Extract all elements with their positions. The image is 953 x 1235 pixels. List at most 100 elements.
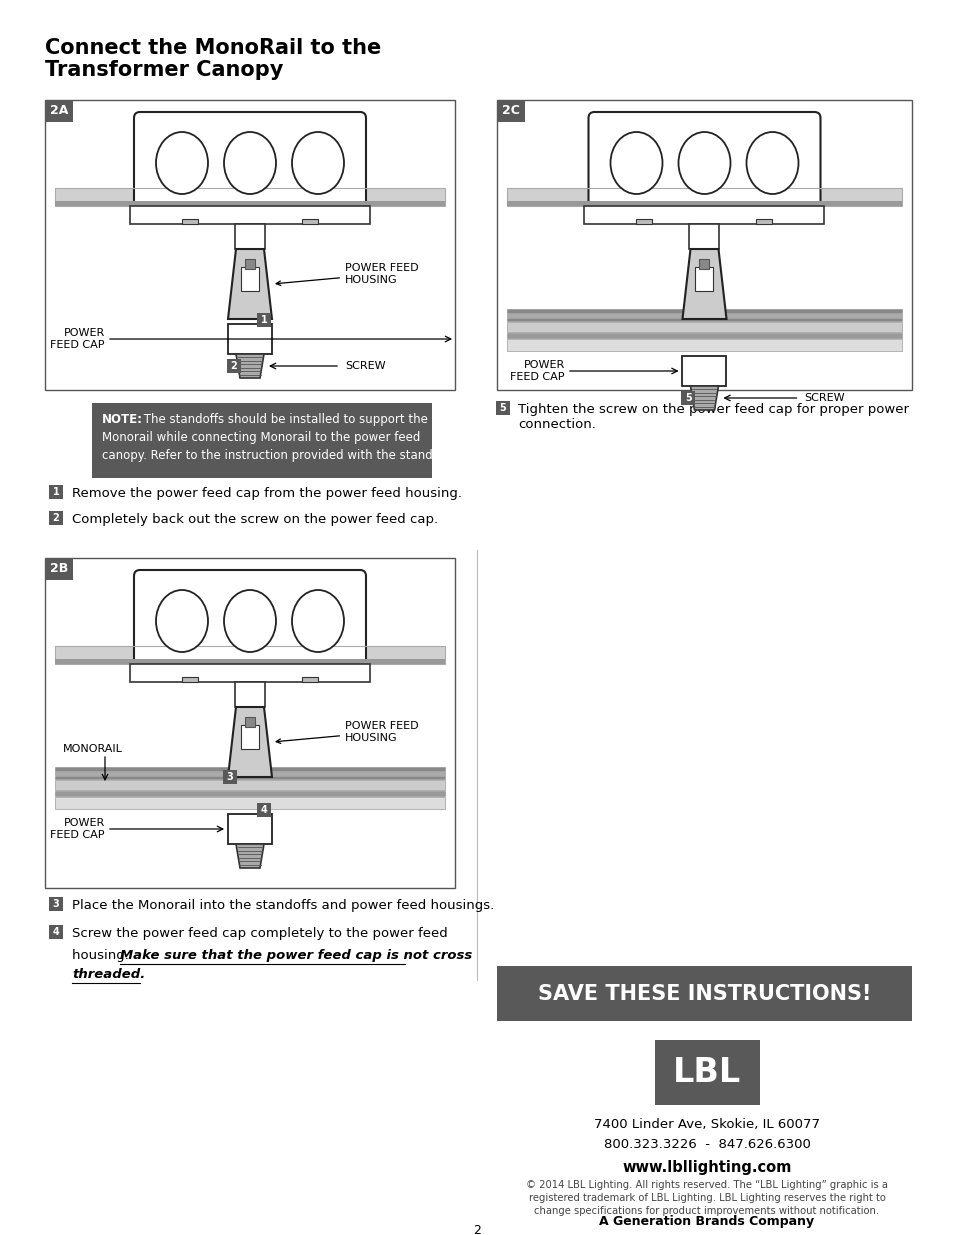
Bar [497, 966, 911, 1021]
Bar [55, 781, 444, 790]
Bar [49, 897, 63, 911]
Polygon shape [690, 387, 718, 410]
Bar [506, 333, 901, 338]
Bar [55, 646, 444, 664]
Text: SAVE THESE INSTRUCTIONS!: SAVE THESE INSTRUCTIONS! [537, 983, 870, 1004]
Text: MONORAIL: MONORAIL [63, 743, 123, 755]
FancyBboxPatch shape [133, 112, 366, 214]
Text: 2B: 2B [50, 562, 68, 576]
Bar [182, 677, 198, 682]
Text: threaded.: threaded. [71, 968, 145, 981]
Text: 1: 1 [52, 487, 59, 496]
Text: 2: 2 [473, 1224, 480, 1235]
Bar [506, 317, 901, 321]
Bar [55, 776, 444, 779]
Text: 2A: 2A [50, 105, 68, 117]
Bar [55, 790, 444, 797]
Text: housing.: housing. [71, 948, 133, 962]
Bar [506, 188, 901, 206]
Bar [45, 100, 455, 390]
Bar [55, 797, 444, 809]
Bar [506, 338, 901, 351]
Polygon shape [235, 844, 264, 868]
Bar [91, 403, 432, 478]
Text: POWER
FEED CAP: POWER FEED CAP [51, 329, 105, 350]
Bar [55, 188, 444, 206]
Bar [506, 201, 901, 206]
Text: canopy. Refer to the instruction provided with the standoffs.: canopy. Refer to the instruction provide… [102, 450, 457, 462]
Text: 2: 2 [52, 513, 59, 522]
Bar [497, 100, 911, 390]
Bar [228, 814, 272, 844]
Text: SCREW: SCREW [803, 393, 844, 403]
Bar [699, 259, 709, 269]
Bar [241, 267, 258, 291]
Text: POWER
FEED CAP: POWER FEED CAP [51, 819, 105, 840]
Text: NOTE:: NOTE: [102, 412, 143, 426]
Bar [55, 188, 444, 206]
Text: 5: 5 [499, 403, 506, 412]
FancyBboxPatch shape [588, 112, 820, 214]
Bar [302, 219, 317, 224]
Bar [655, 1040, 760, 1105]
FancyBboxPatch shape [133, 571, 366, 672]
Text: 3: 3 [52, 899, 59, 909]
Text: Remove the power feed cap from the power feed housing.: Remove the power feed cap from the power… [71, 487, 461, 500]
Text: www.lbllighting.com: www.lbllighting.com [621, 1160, 791, 1174]
Bar [636, 219, 652, 224]
Ellipse shape [224, 132, 275, 194]
Bar [234, 224, 265, 249]
Text: 2C: 2C [501, 105, 519, 117]
Text: SCREW: SCREW [345, 361, 385, 370]
Text: 7400 Linder Ave, Skokie, IL 60077: 7400 Linder Ave, Skokie, IL 60077 [594, 1118, 820, 1131]
Bar [681, 356, 726, 387]
Bar [689, 224, 719, 249]
Bar [55, 772, 444, 776]
Ellipse shape [156, 132, 208, 194]
Bar [496, 401, 510, 415]
Bar [55, 659, 444, 664]
Ellipse shape [678, 132, 730, 194]
Bar [228, 324, 272, 354]
Text: 1: 1 [260, 315, 267, 325]
Bar [45, 100, 73, 122]
Bar [49, 511, 63, 525]
Bar [130, 206, 370, 224]
Text: Make sure that the power feed cap is not cross: Make sure that the power feed cap is not… [120, 948, 472, 962]
Polygon shape [681, 249, 726, 319]
Bar [55, 201, 444, 206]
Bar [182, 219, 198, 224]
Text: Completely back out the screw on the power feed cap.: Completely back out the screw on the pow… [71, 513, 437, 526]
Bar [506, 188, 901, 206]
Ellipse shape [745, 132, 798, 194]
Bar [55, 767, 444, 771]
Bar [256, 803, 271, 818]
Text: 4: 4 [260, 805, 267, 815]
Text: Connect the MonoRail to the: Connect the MonoRail to the [45, 38, 381, 58]
Bar [49, 485, 63, 499]
Bar [49, 925, 63, 939]
Bar [245, 718, 254, 727]
Polygon shape [235, 354, 264, 378]
Text: Monorail while connecting Monorail to the power feed: Monorail while connecting Monorail to th… [102, 431, 420, 445]
Bar [506, 314, 901, 317]
Text: POWER
FEED CAP: POWER FEED CAP [510, 361, 564, 382]
Text: © 2014 LBL Lighting. All rights reserved. The “LBL Lighting” graphic is a
regist: © 2014 LBL Lighting. All rights reserved… [525, 1179, 887, 1216]
Bar [302, 677, 317, 682]
Bar [506, 309, 901, 312]
Bar [695, 267, 713, 291]
Bar [256, 312, 271, 327]
Bar [45, 558, 73, 580]
Text: The standoffs should be installed to support the: The standoffs should be installed to sup… [140, 412, 428, 426]
Bar [756, 219, 772, 224]
Bar [506, 322, 901, 332]
Bar [584, 206, 823, 224]
Text: POWER FEED
HOUSING: POWER FEED HOUSING [275, 263, 418, 285]
Text: Tighten the screw on the power feed cap for proper power
connection.: Tighten the screw on the power feed cap … [517, 403, 908, 431]
Bar [245, 259, 254, 269]
Bar [45, 558, 455, 888]
Polygon shape [228, 249, 272, 319]
Bar [680, 391, 695, 405]
Text: Transformer Canopy: Transformer Canopy [45, 61, 283, 80]
Text: POWER FEED
HOUSING: POWER FEED HOUSING [275, 721, 418, 743]
